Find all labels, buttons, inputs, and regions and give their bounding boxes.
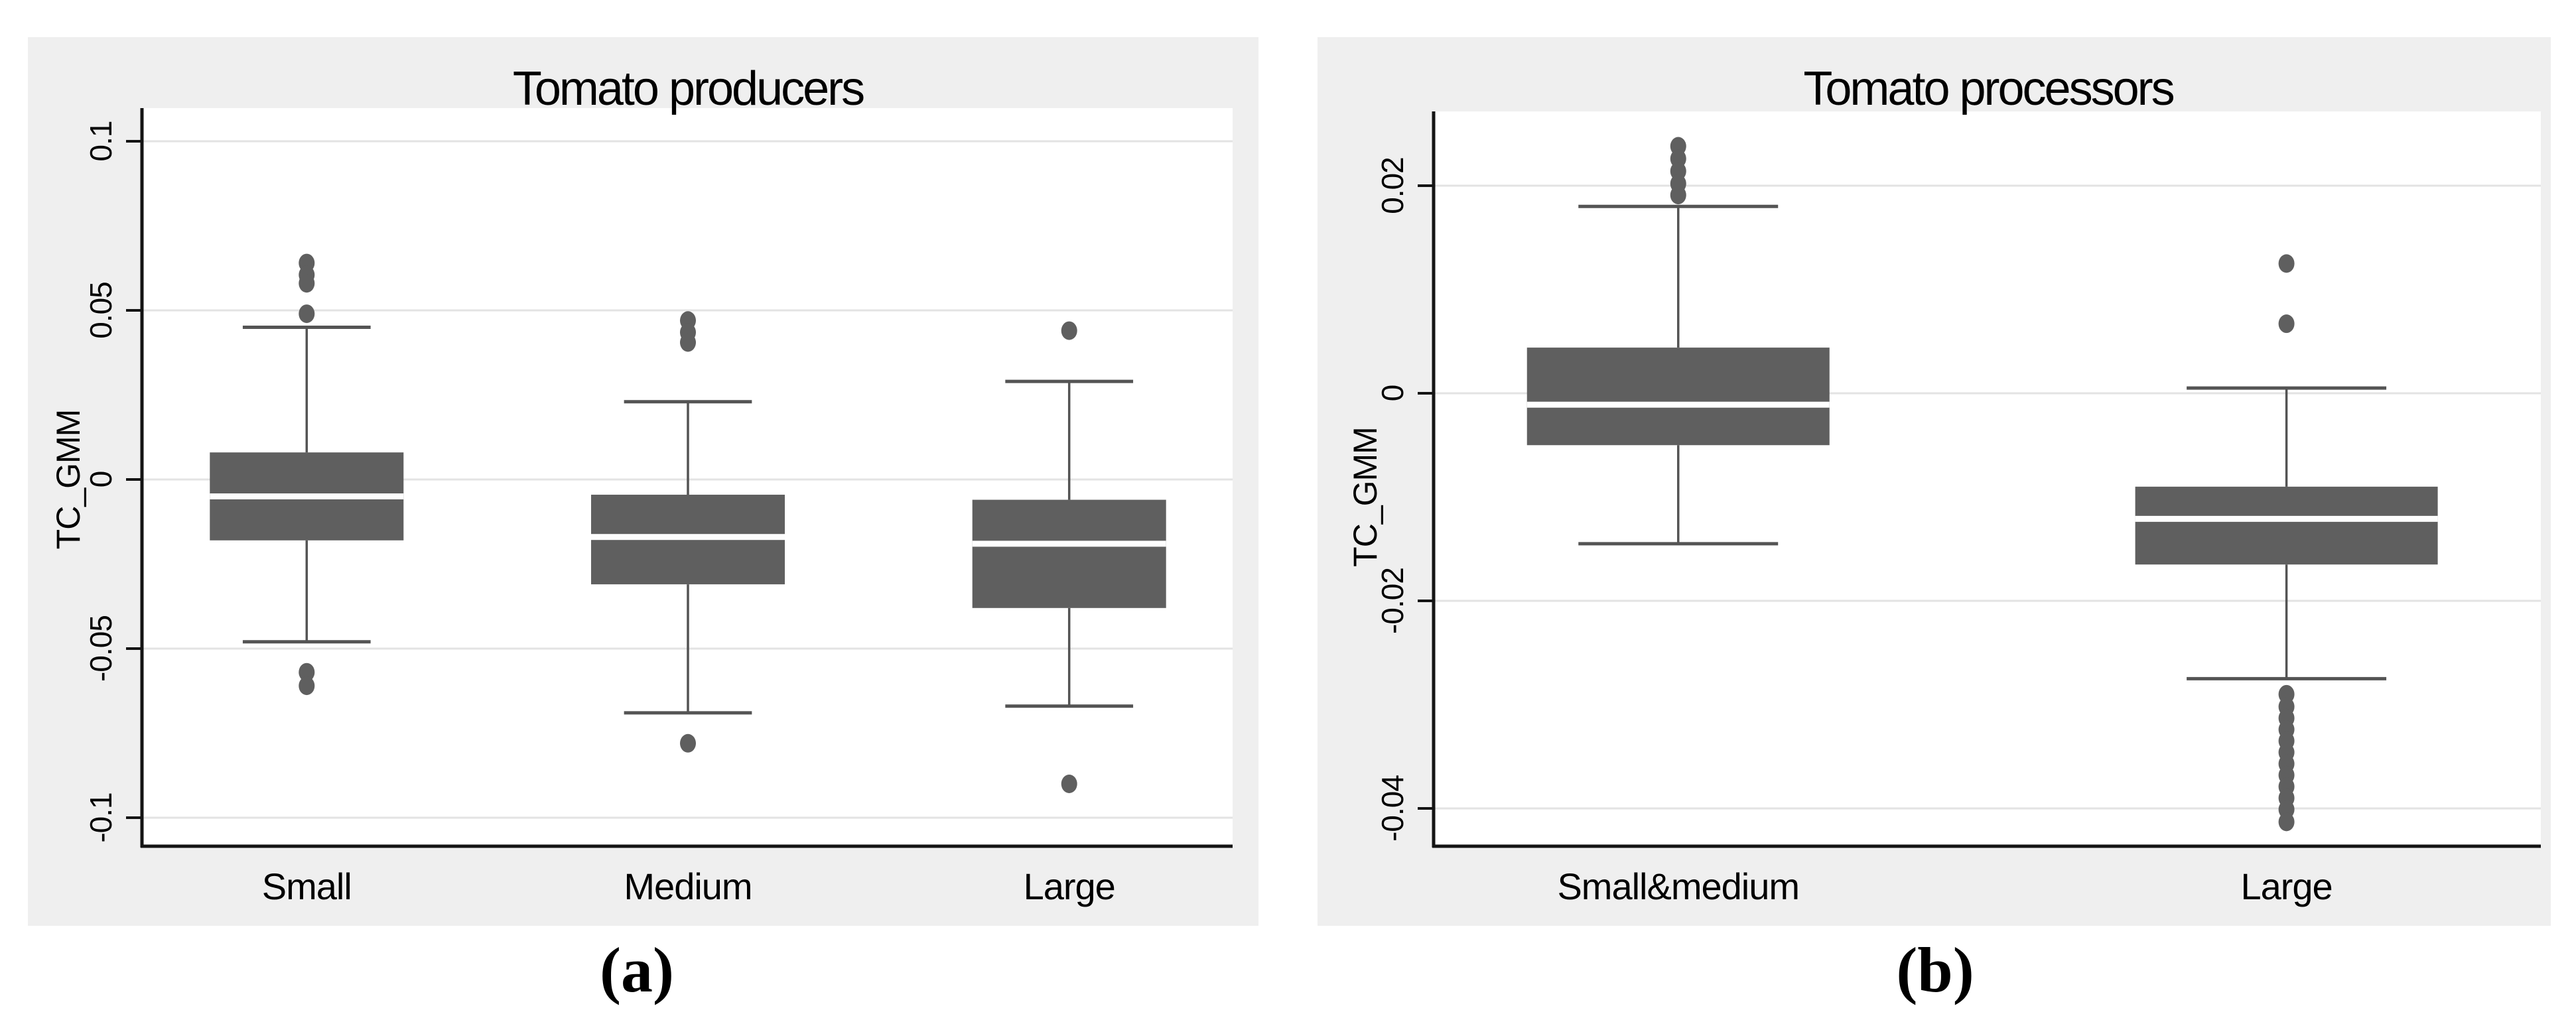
- median-line: [591, 534, 785, 540]
- outlier-dot: [299, 676, 315, 696]
- subfigure-caption-a: (a): [600, 934, 674, 1005]
- iqr-box-large: [2135, 486, 2438, 565]
- outlier-dot: [299, 274, 315, 293]
- median-line: [972, 540, 1166, 547]
- y-tick-label: -0.1: [84, 792, 118, 842]
- x-category-label: Small: [262, 865, 352, 907]
- iqr-box-small&medium: [1526, 348, 1830, 446]
- x-category-label: Medium: [624, 865, 752, 907]
- y-tick-label: -0.02: [1375, 568, 1410, 634]
- outlier-dot: [299, 663, 315, 682]
- median-line: [1526, 401, 1830, 408]
- y-tick-label: 0.02: [1375, 157, 1410, 214]
- y-tick-label: 0: [1375, 385, 1410, 402]
- outlier-dot: [1061, 321, 1077, 340]
- y-tick-label: -0.05: [84, 615, 118, 682]
- outlier-dot: [2278, 254, 2295, 273]
- median-line: [2135, 515, 2438, 522]
- outlier-dot: [1061, 775, 1077, 793]
- y-axis-title: TC_GMM: [50, 410, 87, 550]
- y-tick-label: 0: [84, 472, 118, 488]
- plot-title-producers: Tomato producers: [512, 62, 865, 115]
- outlier-dot: [680, 333, 696, 352]
- outlier-dot: [2278, 314, 2295, 334]
- y-axis-title: TC_GMM: [1347, 427, 1384, 567]
- outlier-dot: [2278, 812, 2295, 832]
- outlier-dot: [1670, 186, 1686, 205]
- x-category-label: Small&medium: [1557, 865, 1799, 907]
- median-line: [210, 493, 404, 499]
- iqr-box-large: [972, 499, 1166, 608]
- y-tick-label: 0.05: [84, 282, 118, 339]
- plot-area: [1435, 111, 2541, 845]
- x-category-label: Large: [1024, 865, 1115, 907]
- y-tick-label: 0.1: [84, 121, 118, 162]
- outlier-dot: [680, 733, 696, 753]
- plot-title-processors: Tomato processors: [1803, 62, 2175, 115]
- outlier-dot: [299, 304, 315, 324]
- subfigure-caption-b: (b): [1896, 934, 1974, 1005]
- x-category-label: Large: [2240, 865, 2332, 907]
- y-tick-label: -0.04: [1375, 775, 1410, 842]
